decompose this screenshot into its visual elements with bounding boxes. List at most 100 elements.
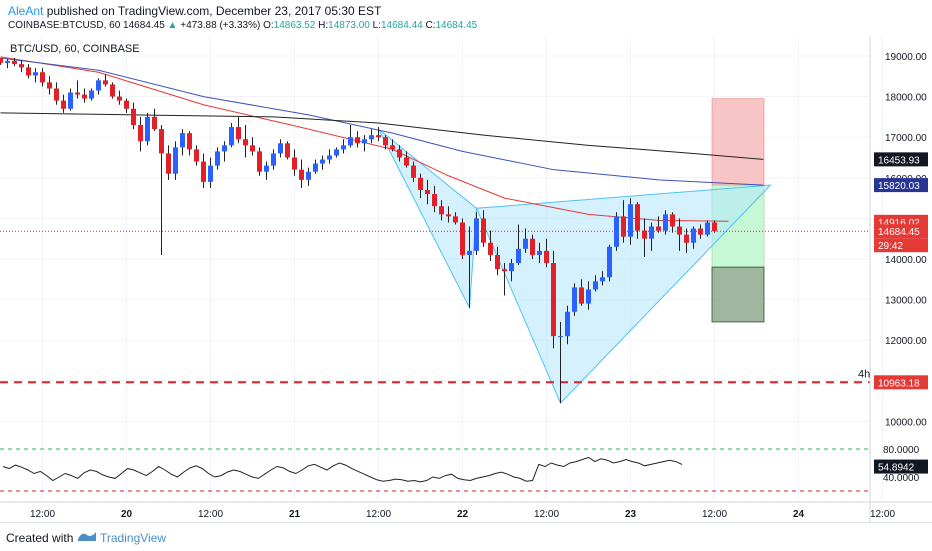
candle-body xyxy=(54,88,59,101)
candle-body xyxy=(19,64,24,68)
candle-body xyxy=(705,222,710,235)
last-price: 14684.45 xyxy=(123,20,165,31)
candle-body xyxy=(26,67,31,76)
candle-body xyxy=(460,222,465,255)
moving-average-blue xyxy=(0,57,764,186)
candle-body xyxy=(278,143,283,154)
candle-body xyxy=(117,96,122,101)
time-tick-label: 12:00 xyxy=(30,509,55,520)
candle-body xyxy=(516,248,521,264)
symbol-text: COINBASE:BTCUSD, 60 xyxy=(8,20,121,31)
candle-body xyxy=(635,204,640,231)
time-tick-label: 24 xyxy=(793,509,805,520)
candle-body xyxy=(712,222,717,231)
candle-body xyxy=(271,153,276,166)
time-axis[interactable]: 12:00 20 12:00 21 12:00 22 12:00 23 12:00 24 12:00 xyxy=(0,501,932,520)
price-tick-label: 12000.00 xyxy=(885,336,927,347)
candle-body xyxy=(523,238,528,249)
candle-body xyxy=(341,145,346,150)
price-tick-label: 17000.00 xyxy=(885,133,927,144)
candle-body xyxy=(411,165,416,178)
time-tick-label: 12:00 xyxy=(870,509,895,520)
price-tick-label: 13000.00 xyxy=(885,296,927,307)
candle-body xyxy=(565,311,570,337)
time-tick-label: 23 xyxy=(625,509,637,520)
harmonic-pattern[interactable] xyxy=(378,128,772,405)
high-value: 14873.00 xyxy=(328,20,370,31)
time-tick-label: 12:00 xyxy=(702,509,727,520)
candle-body xyxy=(467,250,472,255)
candle-body xyxy=(677,226,682,235)
candle-body xyxy=(439,206,444,215)
candle-body xyxy=(642,230,647,239)
candle-body xyxy=(656,226,661,231)
candle-body xyxy=(47,82,52,89)
candle-body xyxy=(691,228,696,243)
price-tag-label: 15820.03 xyxy=(878,181,920,192)
price-tag xyxy=(874,224,928,239)
publish-line: AleAnt published on TradingView.com, Dec… xyxy=(8,4,381,18)
candle-body xyxy=(173,147,178,174)
rsi-level-label: 40.0000 xyxy=(883,473,920,484)
candle-body xyxy=(698,228,703,235)
low-value: 14684.44 xyxy=(380,20,423,31)
candle-body xyxy=(152,116,157,130)
rsi-line xyxy=(2,456,683,483)
chart-title: BTC/USD, 60, COINBASE xyxy=(10,43,140,55)
candle-body xyxy=(432,194,437,207)
candle-body xyxy=(215,151,220,166)
candle-body xyxy=(103,80,108,85)
published-text: published on TradingView.com, December 2… xyxy=(43,4,382,18)
candle-body xyxy=(138,125,143,142)
candle-body xyxy=(369,135,374,140)
candle-body xyxy=(488,242,493,255)
horizontal-lines[interactable]: 4h xyxy=(0,230,870,384)
candle-body xyxy=(383,137,388,146)
time-tick-label: 12:00 xyxy=(534,509,559,520)
up-arrow-icon: ▲ xyxy=(167,20,178,31)
candle-body xyxy=(145,116,150,142)
low-label: L: xyxy=(372,20,381,31)
candle-body xyxy=(544,250,549,264)
price-tag xyxy=(874,238,928,253)
candle-body xyxy=(82,94,87,99)
candle-body xyxy=(628,204,633,237)
candle-body xyxy=(61,100,66,109)
price-tag-label: 14684.45 xyxy=(878,227,920,238)
candle-body xyxy=(649,226,654,239)
candle-body xyxy=(257,151,262,172)
candle-body xyxy=(96,80,101,91)
candle-body xyxy=(187,133,192,150)
candle-body xyxy=(684,234,689,243)
candle-body xyxy=(593,281,598,290)
candle-body xyxy=(572,287,577,312)
candle-body xyxy=(558,336,563,338)
candle-body xyxy=(551,263,556,337)
author-link[interactable]: AleAnt xyxy=(8,4,44,18)
candle-body xyxy=(250,145,255,152)
candle-body xyxy=(292,157,297,170)
tradingview-brand[interactable]: TradingView xyxy=(100,531,167,545)
open-value: 14863.52 xyxy=(273,20,316,31)
price-tag xyxy=(874,178,928,193)
candle-body xyxy=(236,127,241,140)
price-tag xyxy=(874,152,928,167)
close-value: 14684.45 xyxy=(435,20,478,31)
candle-body xyxy=(40,72,45,83)
candle-body xyxy=(299,169,304,180)
pattern-triangle-xab xyxy=(378,128,478,310)
footer: Created with TradingView xyxy=(0,522,932,551)
candle-body xyxy=(159,129,164,154)
candle-body xyxy=(208,165,213,182)
candle-body xyxy=(334,149,339,156)
candle-body xyxy=(222,145,227,152)
close-label: C: xyxy=(425,20,436,31)
candle-body xyxy=(306,171,311,180)
price-tag-label: 29:42 xyxy=(878,241,903,252)
candle-body xyxy=(600,277,605,282)
candle-body xyxy=(537,250,542,255)
price-tick-label: 14000.00 xyxy=(885,255,927,266)
candle-body xyxy=(264,165,269,172)
rsi-value-tag xyxy=(874,459,928,474)
